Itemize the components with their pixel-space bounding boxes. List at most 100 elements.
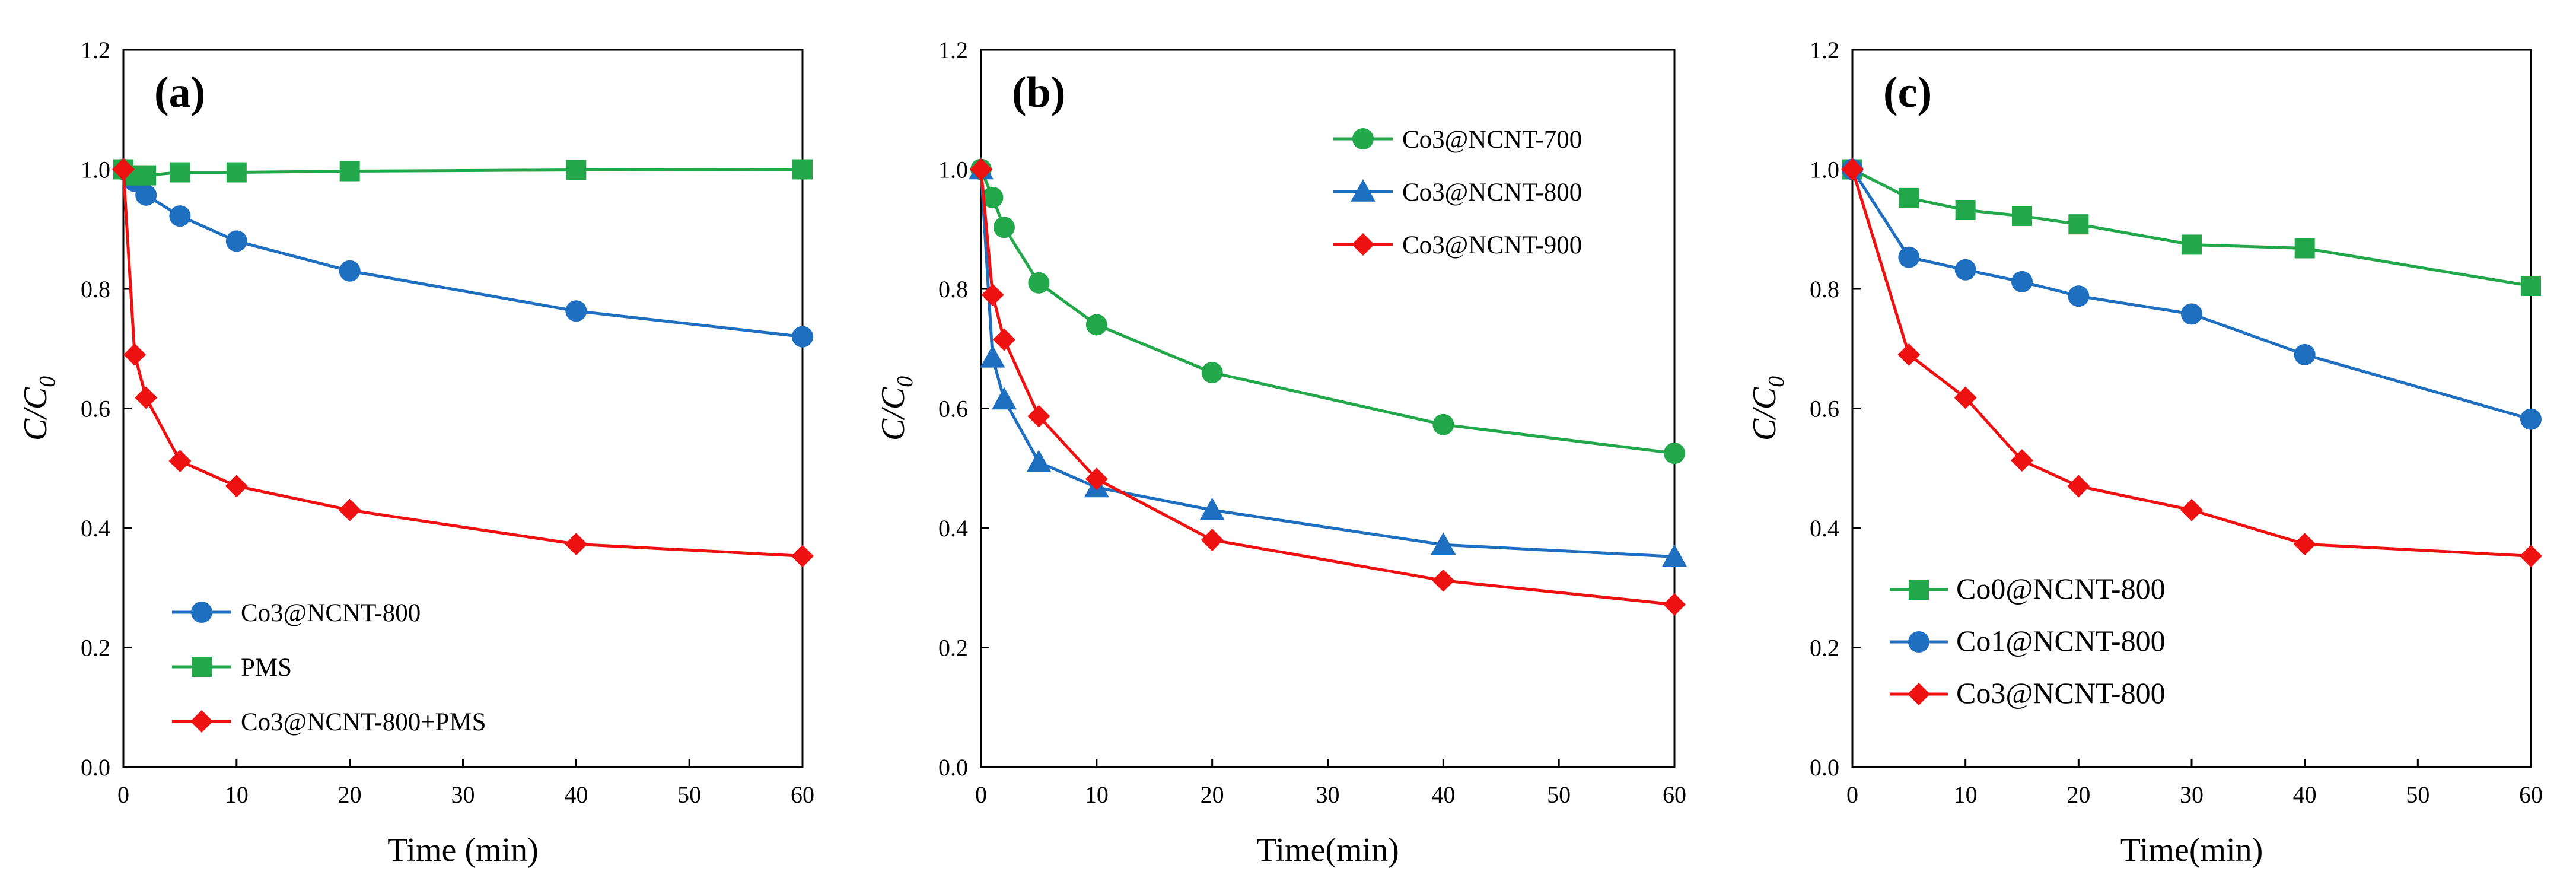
legend-entry: Co3@NCNT-800	[172, 599, 421, 627]
data-point	[225, 475, 248, 498]
data-point	[1085, 314, 1107, 336]
series-2	[1842, 158, 2542, 430]
data-point	[1432, 569, 1455, 592]
x-tick-label: 50	[2406, 781, 2429, 808]
series-line	[1851, 168, 2532, 558]
data-point	[980, 345, 1005, 368]
y-tick-label: 0.4	[1810, 515, 1839, 542]
data-point	[2294, 238, 2315, 259]
x-tick-label: 60	[2519, 781, 2543, 808]
series-line	[122, 168, 803, 339]
legend-entry: Co3@NCNT-800+PMS	[172, 708, 486, 736]
data-point	[1199, 497, 1225, 520]
data-point	[1664, 443, 1685, 465]
data-point	[226, 162, 247, 183]
x-tick-label: 0	[1846, 781, 1858, 808]
x-tick-label: 60	[791, 781, 814, 808]
data-point	[2180, 498, 2203, 521]
data-point	[168, 450, 192, 473]
data-point	[135, 184, 157, 206]
x-tick-label: 0	[975, 781, 987, 808]
data-point	[992, 328, 1015, 351]
data-point	[566, 160, 587, 180]
y-axis-title: C/C0	[17, 376, 60, 441]
chart-panel-2: 0 10 20 30 40 50 60 0.0 0.2 0.4 0.6 0.8 1.0 1.2 Time(m…	[875, 37, 1687, 868]
legend-label: Co3@NCNT-800	[1956, 676, 2166, 710]
y-tick-label: 0.6	[81, 396, 110, 422]
y-tick-label: 1.0	[1810, 157, 1839, 183]
y-tick-label: 1.2	[81, 37, 110, 63]
y-tick-label: 1.0	[938, 157, 968, 183]
legend-entry: Co1@NCNT-800	[1890, 624, 2166, 657]
data-point	[1899, 187, 1919, 208]
data-point	[123, 343, 147, 366]
data-point	[169, 205, 191, 227]
data-point	[982, 186, 1004, 208]
legend-entry: Co3@NCNT-800	[1890, 676, 2166, 710]
y-tick-label: 0.4	[81, 515, 110, 542]
data-point	[2182, 234, 2202, 255]
data-point	[225, 230, 247, 252]
y-tick-label: 1.2	[938, 37, 968, 63]
data-point	[565, 533, 588, 556]
y-axis-title-main: C/C	[875, 387, 912, 441]
series-3	[970, 158, 1686, 616]
series-1	[1842, 159, 2541, 296]
data-point	[792, 326, 813, 348]
data-point	[136, 165, 157, 186]
x-tick-label: 30	[451, 781, 475, 808]
legend-marker	[1352, 233, 1374, 256]
legend-label: Co3@NCNT-800	[1402, 179, 1582, 206]
y-tick-label: 1.0	[81, 157, 110, 183]
y-axis-title-subscript: 0	[1764, 376, 1789, 387]
legend-label: PMS	[241, 654, 292, 682]
legend: Co3@NCNT-700 Co3@NCNT-800 Co3@NCNT-900	[1333, 126, 1582, 259]
data-point	[1432, 413, 1454, 435]
x-tick-label: 10	[1085, 781, 1109, 808]
x-axis-title: Time(min)	[2120, 832, 2263, 868]
chart-panel-3: 0 10 20 30 40 50 60 0.0 0.2 0.4 0.6 0.8 1.0 1.2 Time(m…	[1746, 37, 2543, 868]
legend-label: Co1@NCNT-800	[1956, 624, 2166, 657]
data-point	[981, 284, 1004, 307]
plot-frame	[1851, 49, 2532, 768]
data-point	[1841, 158, 1864, 181]
y-tick-label: 0.0	[81, 754, 110, 781]
data-point	[1085, 467, 1108, 491]
series-2	[969, 157, 1687, 567]
data-point	[1898, 246, 1920, 268]
legend-label: Co0@NCNT-800	[1956, 572, 2166, 605]
y-tick-label: 0.8	[81, 276, 110, 303]
data-point	[339, 161, 360, 182]
x-tick-label: 20	[338, 781, 362, 808]
x-tick-label: 50	[1547, 781, 1571, 808]
data-point	[1028, 272, 1050, 294]
x-axis-title: Time(min)	[1256, 832, 1399, 868]
series-1	[113, 158, 813, 348]
y-tick-label: 0.0	[938, 754, 968, 781]
legend-entry: Co3@NCNT-800	[1333, 179, 1582, 206]
data-point	[2521, 275, 2541, 296]
panel-label: (b)	[1012, 68, 1065, 117]
y-axis-title: C/C0	[875, 376, 918, 441]
data-point	[135, 386, 158, 409]
legend-label: Co3@NCNT-800+PMS	[241, 708, 486, 736]
legend-entry: Co0@NCNT-800	[1890, 572, 2166, 605]
data-point	[1954, 386, 1977, 409]
x-axis-title: Time (min)	[387, 832, 539, 868]
legend-marker	[1908, 683, 1930, 705]
legend-label: Co3@NCNT-700	[1402, 126, 1582, 154]
legend-marker	[191, 602, 212, 623]
legend-entry: PMS	[172, 654, 292, 682]
data-point	[1026, 450, 1052, 472]
x-tick-label: 0	[117, 781, 129, 808]
legend-marker	[192, 657, 212, 677]
x-tick-label: 40	[564, 781, 588, 808]
data-point	[1954, 259, 1976, 281]
data-point	[792, 159, 813, 180]
data-point	[2067, 475, 2090, 498]
data-point	[1201, 529, 1224, 552]
y-tick-label: 0.8	[1810, 276, 1839, 303]
series-line	[122, 168, 803, 177]
series-3	[1841, 158, 2542, 568]
y-tick-label: 0.2	[81, 635, 110, 661]
